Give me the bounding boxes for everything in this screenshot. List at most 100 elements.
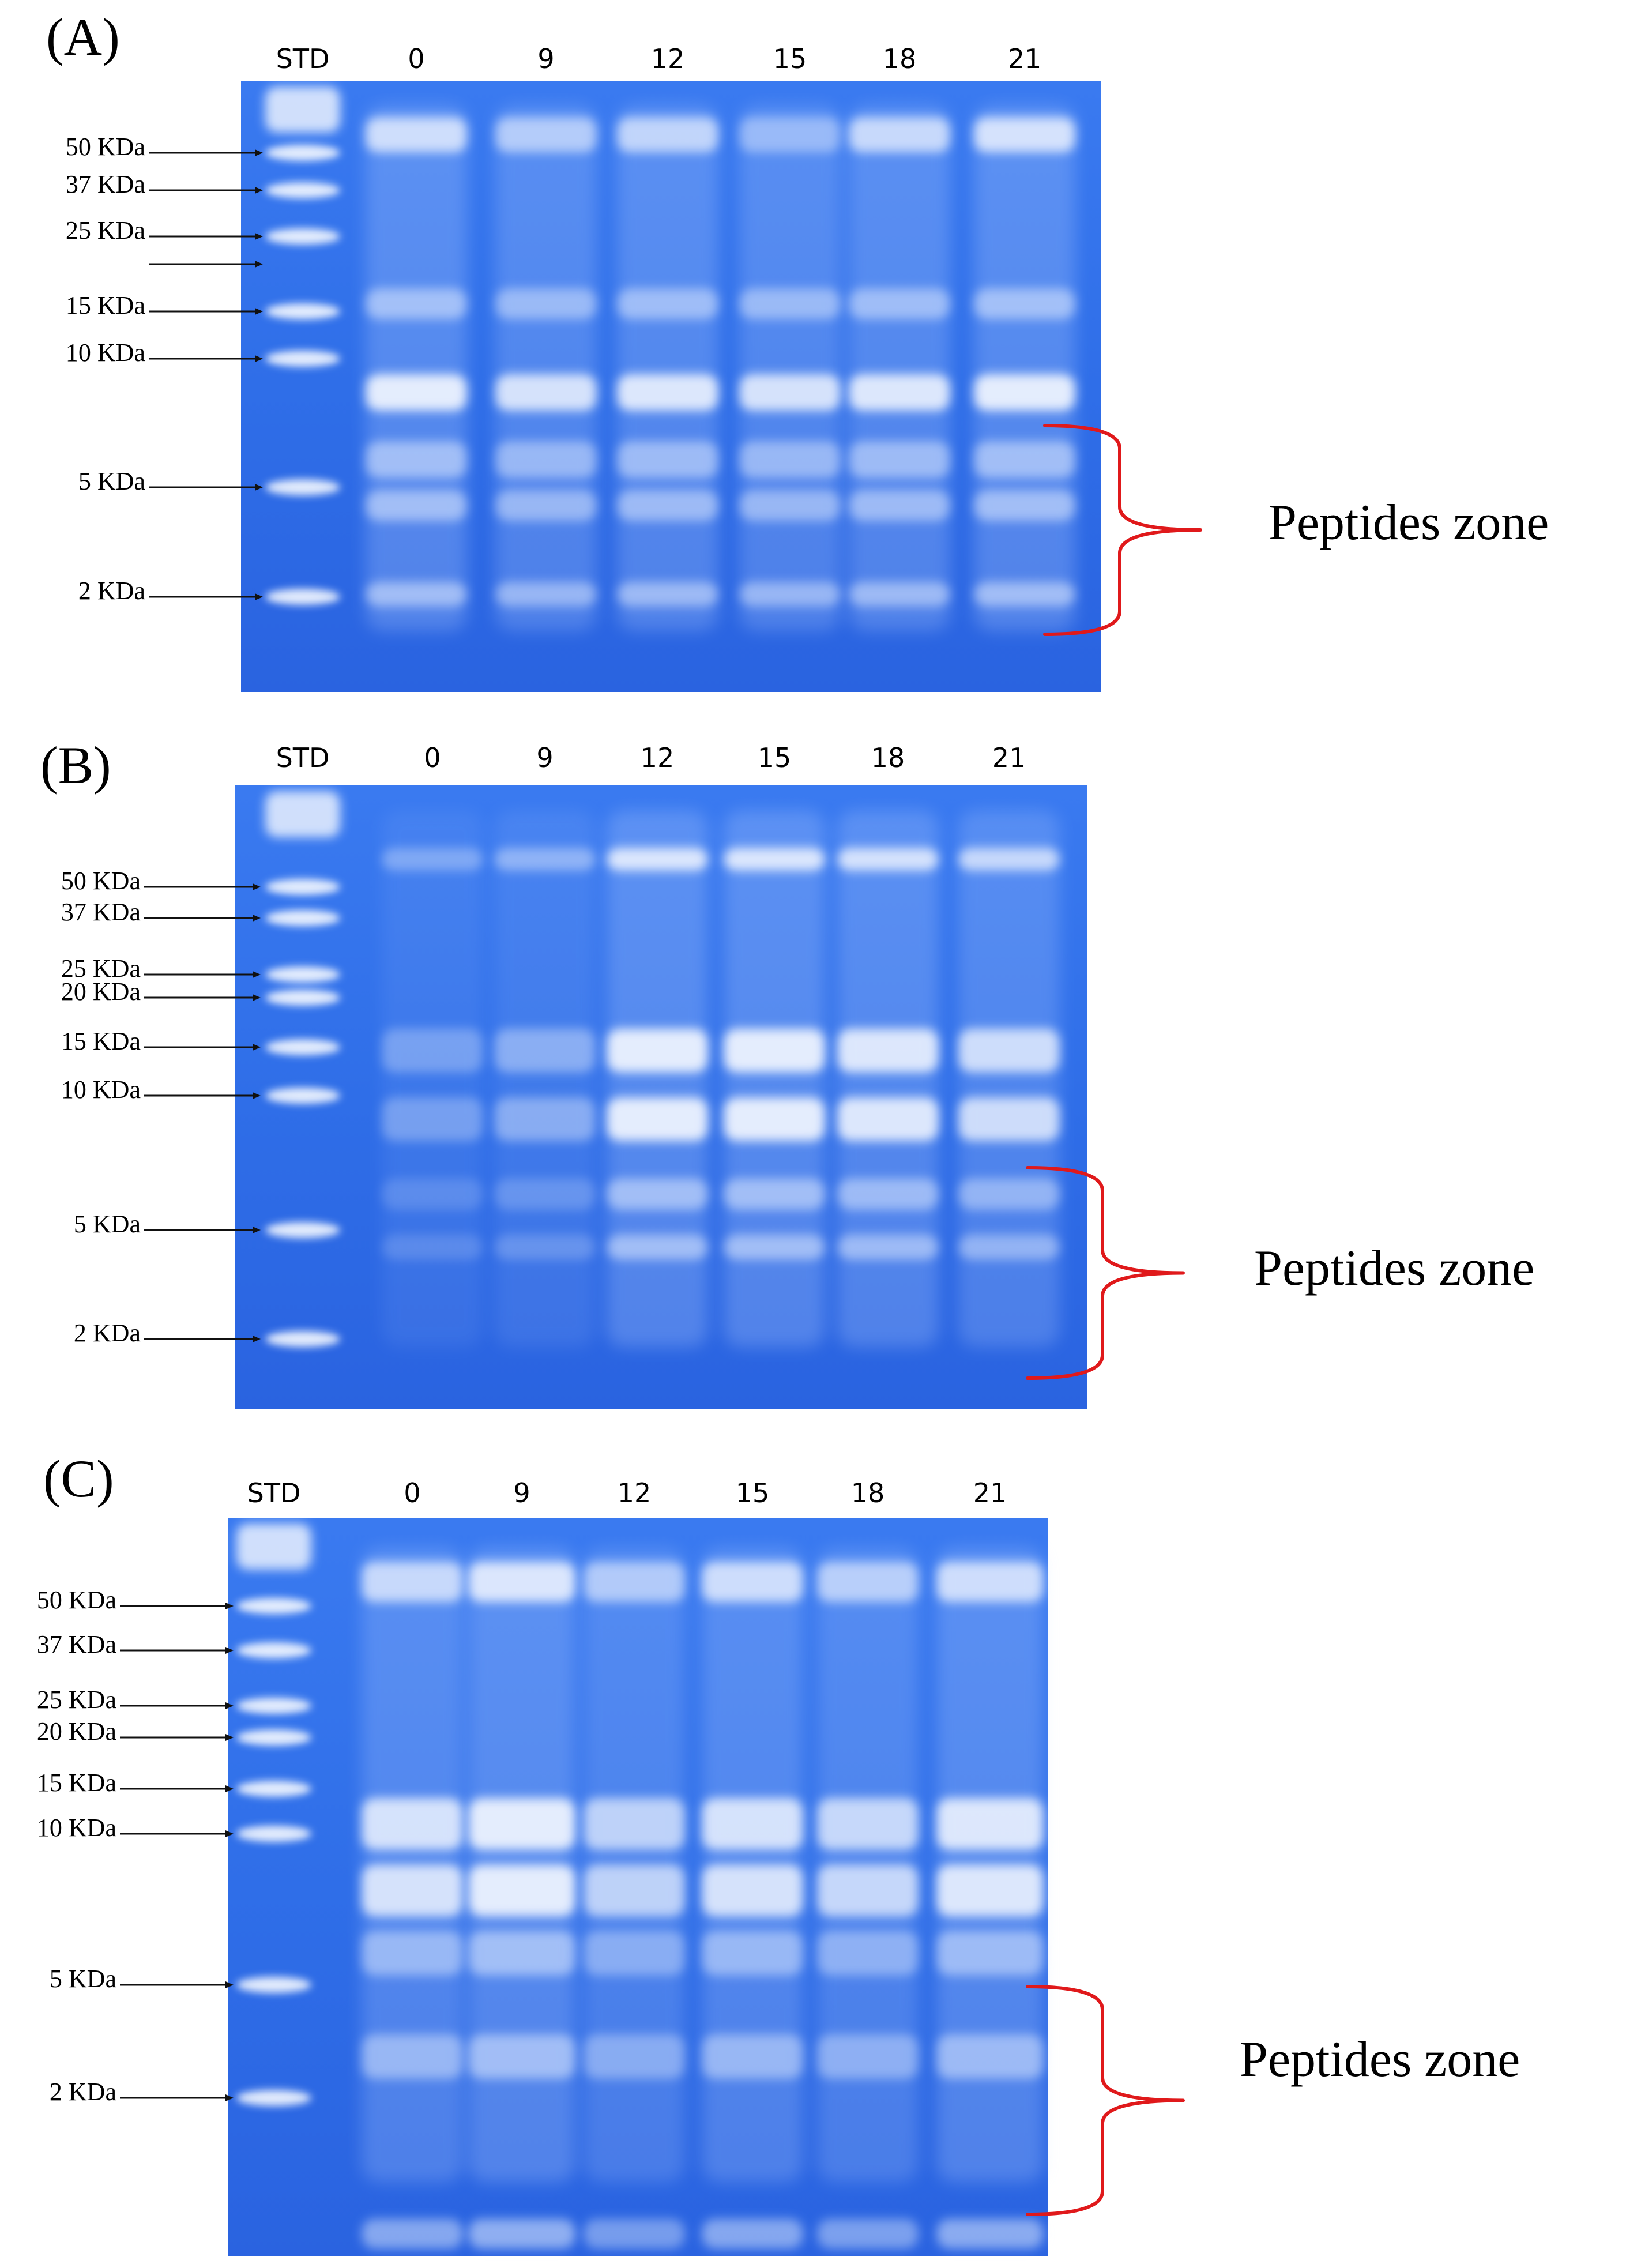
protein-band	[494, 1097, 596, 1141]
lane-label: 9	[536, 742, 553, 773]
protein-band	[849, 374, 950, 411]
ladder-band	[265, 228, 340, 245]
lane-smear	[382, 810, 483, 1347]
ladder-band	[236, 1598, 311, 1614]
protein-band	[366, 374, 467, 411]
protein-band	[382, 1028, 483, 1073]
ladder-band	[265, 479, 340, 495]
lane-label: 18	[883, 43, 917, 74]
lane-label-std: STD	[276, 742, 330, 773]
protein-band	[702, 1562, 803, 1602]
protein-band	[468, 1798, 575, 1850]
protein-band	[739, 582, 841, 607]
lane-smear	[724, 810, 825, 1347]
marker-arrow	[149, 233, 263, 240]
protein-band	[366, 441, 467, 478]
marker-label: 5 KDa	[78, 467, 145, 495]
protein-band	[494, 848, 596, 871]
protein-band	[739, 441, 841, 478]
marker-arrow	[120, 1603, 234, 1609]
lane-smear	[366, 105, 467, 631]
protein-band	[849, 117, 950, 152]
marker-label: 50 KDa	[66, 133, 145, 161]
protein-band	[739, 374, 841, 411]
marker-label: 25 KDa	[66, 216, 145, 245]
gel-bands	[265, 86, 1075, 631]
lane-smear	[837, 810, 939, 1347]
protein-band	[584, 1798, 685, 1850]
ladder-band	[236, 2090, 311, 2106]
marker-arrow	[149, 355, 263, 362]
protein-band	[817, 1798, 919, 1850]
lane-label: 21	[973, 1477, 1007, 1509]
protein-band	[362, 2219, 463, 2249]
protein-band	[584, 1864, 685, 1917]
protein-band	[936, 2219, 1044, 2249]
marker-arrow	[144, 1227, 261, 1233]
ladder-band	[236, 1698, 311, 1714]
marker-arrow	[144, 1336, 261, 1342]
protein-band	[739, 117, 841, 152]
protein-band	[702, 1864, 803, 1917]
protein-band	[495, 441, 597, 478]
ladder-band	[265, 182, 340, 198]
marker-label: 5 KDa	[50, 1965, 116, 1993]
protein-band	[495, 490, 597, 521]
marker-arrow	[120, 1785, 234, 1792]
lane-smear	[617, 105, 718, 631]
marker-arrow	[120, 1734, 234, 1741]
protein-band	[495, 288, 597, 319]
protein-band	[468, 1931, 575, 1976]
ladder-band	[236, 1781, 311, 1797]
ladder-band	[265, 879, 340, 895]
protein-band	[958, 848, 1060, 871]
protein-band	[584, 2034, 685, 2079]
protein-band	[495, 582, 597, 607]
protein-band	[936, 1562, 1044, 1602]
ladder-band	[236, 1729, 311, 1746]
protein-band	[607, 848, 708, 871]
marker-label: 10 KDa	[66, 338, 145, 367]
protein-band	[936, 1798, 1044, 1850]
marker-arrow	[120, 1830, 234, 1837]
protein-band	[724, 848, 825, 871]
protein-band	[382, 1097, 483, 1141]
protein-band	[958, 1097, 1060, 1141]
lane-label: 21	[1008, 43, 1042, 74]
panel-label: (A)	[46, 7, 120, 66]
marker-arrow	[144, 994, 261, 1001]
lane-smear	[739, 105, 841, 631]
marker-arrow	[120, 1702, 234, 1709]
protein-band	[362, 2034, 463, 2079]
protein-band	[584, 1562, 685, 1602]
lane-label: 0	[408, 43, 424, 74]
protein-band	[607, 1178, 708, 1210]
protein-band	[617, 441, 718, 478]
protein-band	[739, 288, 841, 319]
protein-band	[724, 1028, 825, 1073]
protein-band	[366, 490, 467, 521]
protein-band	[974, 490, 1075, 521]
marker-label: 25 KDa	[37, 1686, 116, 1714]
protein-band	[362, 1798, 463, 1850]
protein-band	[724, 1097, 825, 1141]
protein-band	[974, 582, 1075, 607]
ladder-band	[265, 791, 340, 837]
lane-label: 12	[641, 742, 675, 773]
protein-band	[362, 1562, 463, 1602]
marker-arrow	[144, 1092, 261, 1099]
marker-arrow	[149, 593, 263, 600]
lane-label: 15	[758, 742, 792, 773]
ladder-band	[236, 1826, 311, 1842]
protein-band	[974, 441, 1075, 478]
protein-band	[936, 1931, 1044, 1976]
ladder-band	[265, 351, 340, 367]
peptides-zone-brace	[1043, 424, 1202, 636]
lane-smear	[495, 105, 597, 631]
protein-band	[817, 2034, 919, 2079]
marker-arrow	[149, 187, 263, 194]
protein-band	[817, 2219, 919, 2249]
protein-band	[607, 1235, 708, 1260]
lane-label: 9	[537, 43, 554, 74]
